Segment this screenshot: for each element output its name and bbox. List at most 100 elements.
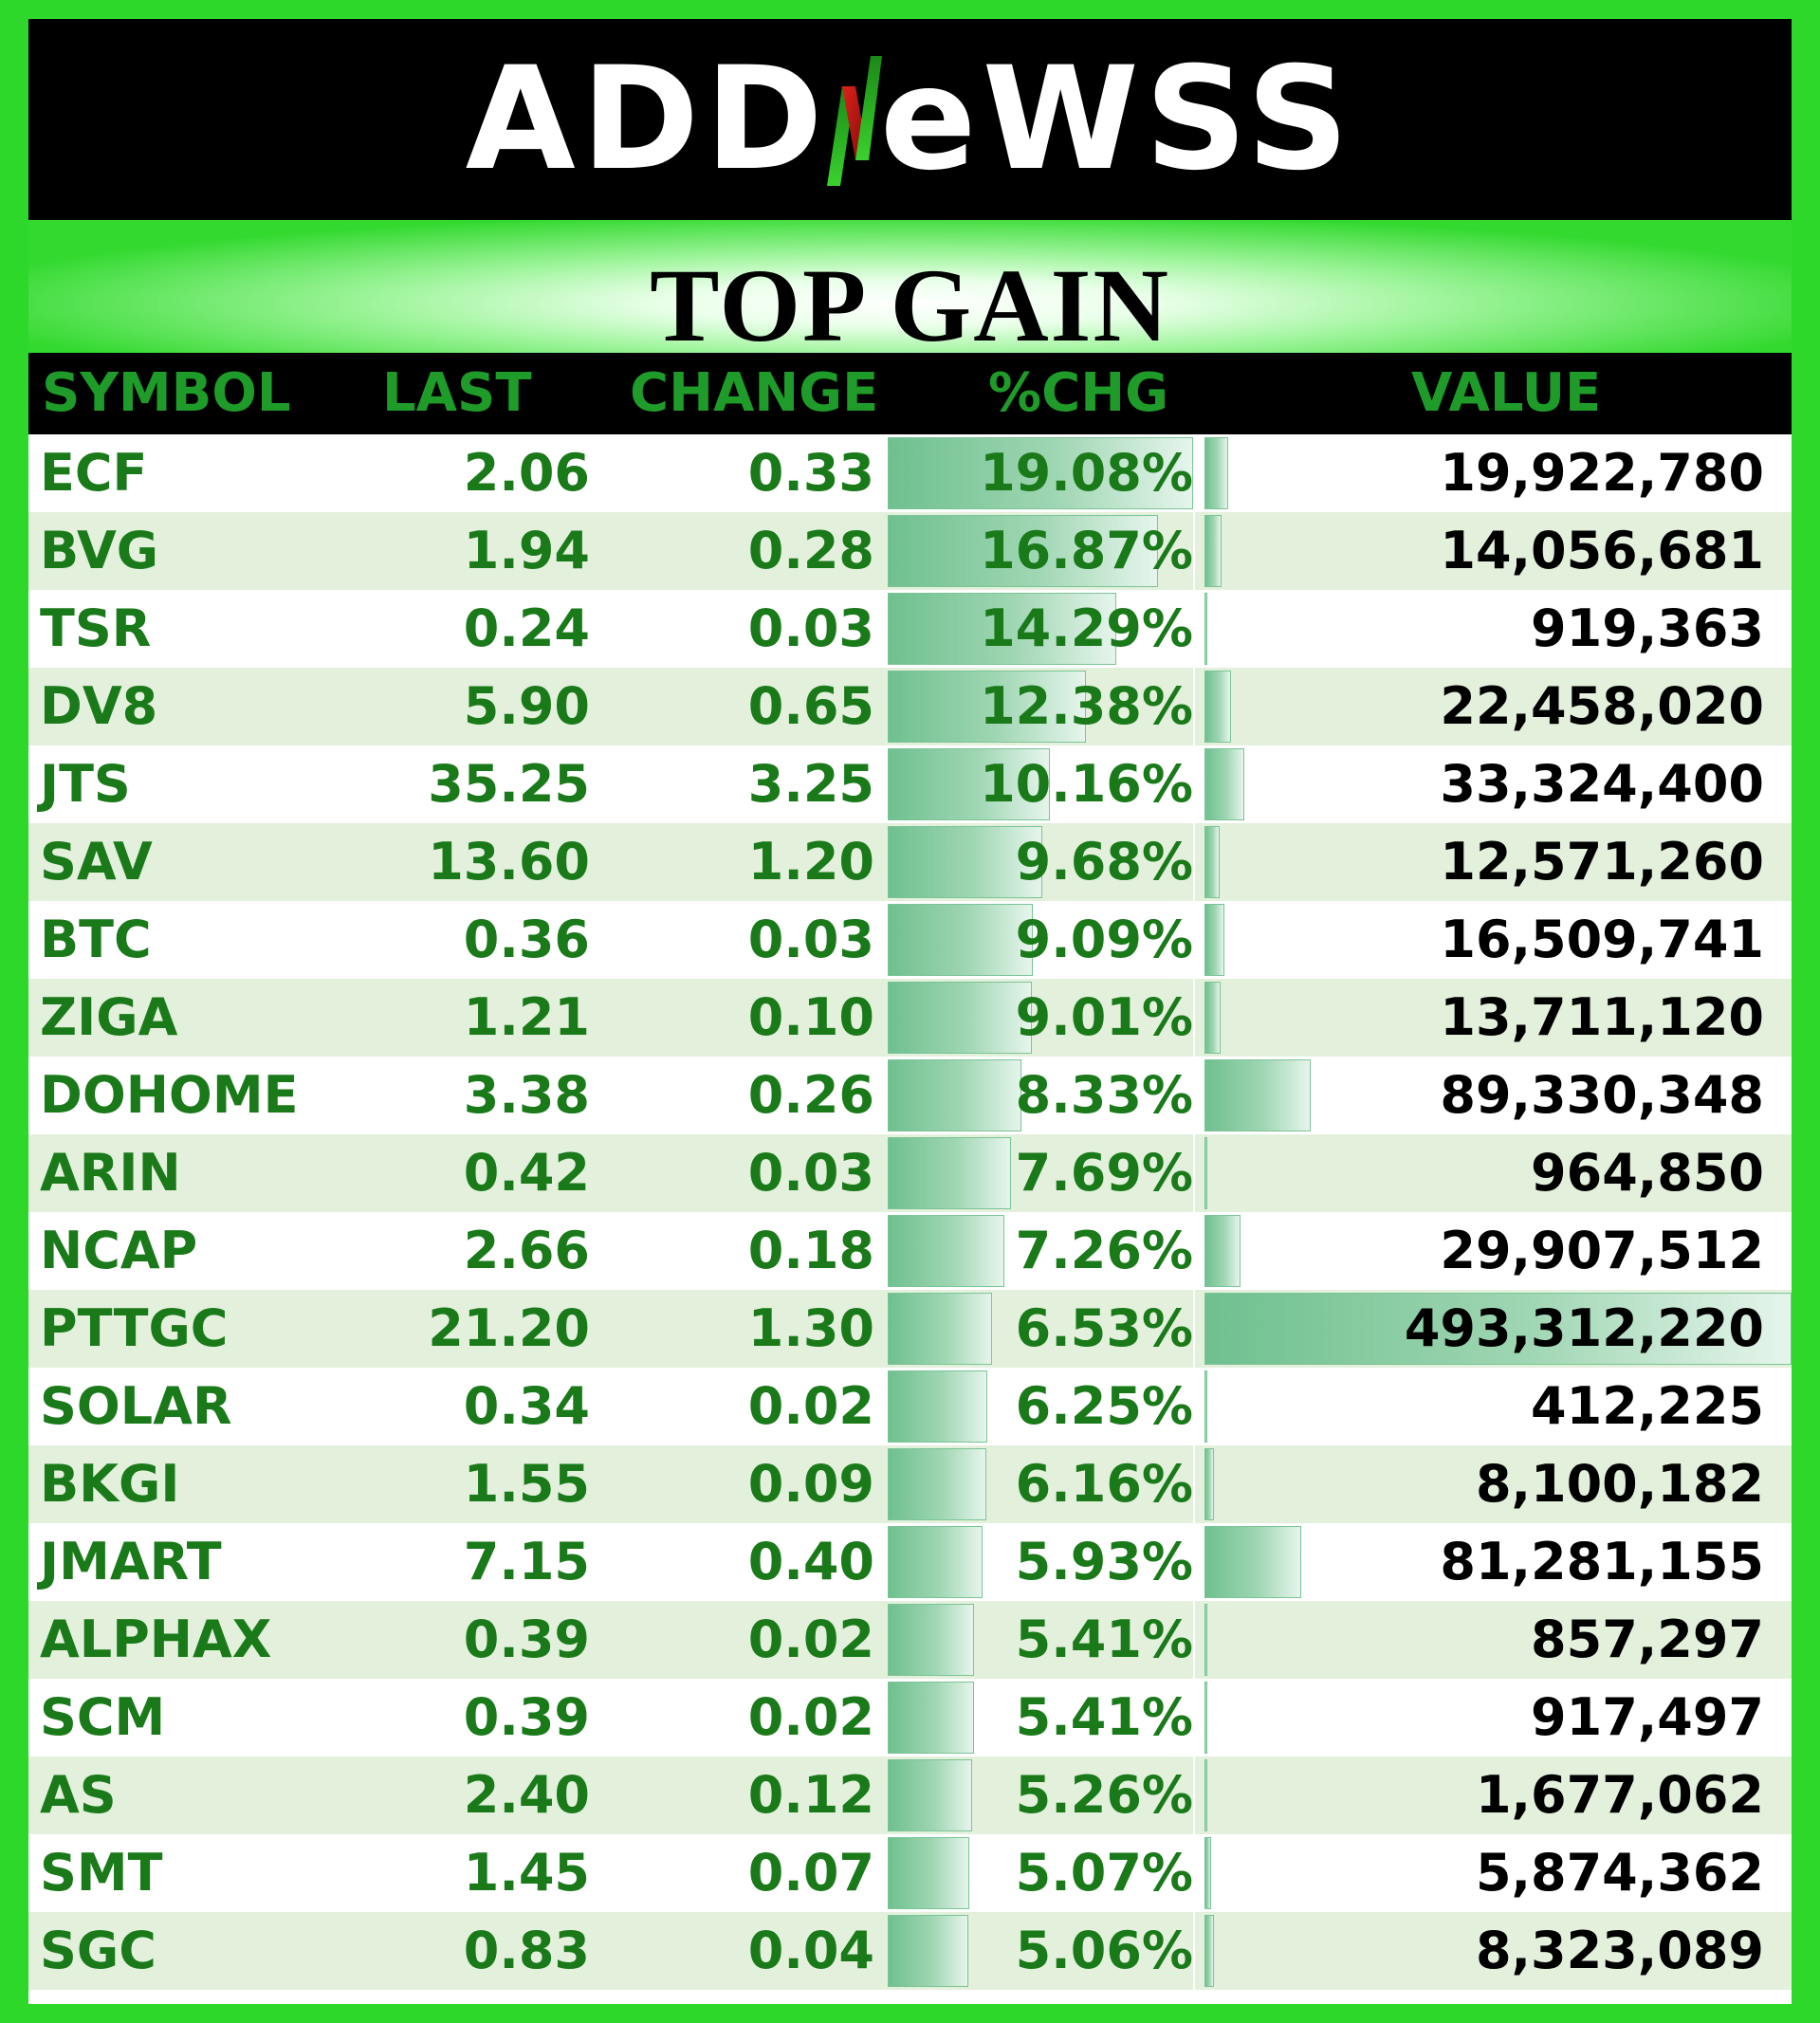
table-row: SAV 13.60 1.20 9.68% 12,571,260 <box>28 823 1792 901</box>
value-data-bar <box>1204 1293 1792 1365</box>
row-change: 0.09 <box>747 1454 874 1514</box>
row-value: 22,458,020 <box>1440 676 1764 736</box>
row-last: 0.39 <box>463 1687 590 1747</box>
row-value: 16,509,741 <box>1440 910 1764 969</box>
pct-data-bar <box>888 904 1033 976</box>
column-divider <box>1193 1290 1195 1368</box>
row-symbol: DV8 <box>40 676 158 736</box>
table-row: DOHOME 3.38 0.26 8.33% 89,330,348 <box>28 1057 1792 1134</box>
row-change: 0.40 <box>747 1532 874 1591</box>
row-pct-change: 19.08% <box>980 443 1193 503</box>
row-symbol: PTTGC <box>40 1298 229 1358</box>
row-last: 2.66 <box>463 1221 590 1280</box>
row-change: 0.10 <box>747 987 874 1047</box>
row-last: 35.25 <box>428 754 590 814</box>
row-change: 0.02 <box>747 1376 874 1436</box>
row-pct-change: 9.68% <box>1015 832 1193 892</box>
table-row: TSR 0.24 0.03 14.29% 919,363 <box>28 590 1792 668</box>
row-pct-change: 5.41% <box>1015 1687 1193 1747</box>
row-value: 919,363 <box>1531 598 1764 658</box>
table-row: SOLAR 0.34 0.02 6.25% 412,225 <box>28 1368 1792 1445</box>
page-title: TOP GAIN <box>650 247 1170 363</box>
row-change: 0.26 <box>747 1065 874 1125</box>
table-row: ZIGA 1.21 0.10 9.01% 13,711,120 <box>28 979 1792 1057</box>
row-symbol: JTS <box>40 754 131 814</box>
column-divider <box>1193 1057 1195 1134</box>
row-last: 0.34 <box>463 1376 590 1436</box>
row-pct-change: 9.01% <box>1015 987 1193 1047</box>
table-row: BVG 1.94 0.28 16.87% 14,056,681 <box>28 512 1792 590</box>
row-last: 0.83 <box>463 1921 590 1980</box>
value-data-bar <box>1204 1759 1207 1831</box>
column-divider <box>1193 1601 1195 1679</box>
row-pct-change: 5.07% <box>1015 1843 1193 1903</box>
pct-data-bar <box>888 982 1032 1054</box>
row-change: 0.65 <box>747 676 874 736</box>
row-value: 19,922,780 <box>1440 443 1764 503</box>
row-value: 412,225 <box>1531 1376 1764 1436</box>
row-change: 1.20 <box>747 832 874 892</box>
column-divider <box>1193 590 1195 668</box>
row-value: 33,324,400 <box>1440 754 1764 814</box>
table-row: NCAP 2.66 0.18 7.26% 29,907,512 <box>28 1212 1792 1290</box>
row-value: 81,281,155 <box>1440 1532 1764 1591</box>
row-pct-change: 5.93% <box>1015 1532 1193 1591</box>
column-header-symbol: SYMBOL <box>42 362 291 424</box>
row-last: 21.20 <box>428 1298 590 1358</box>
row-value: 964,850 <box>1531 1143 1764 1203</box>
table-row: ALPHAX 0.39 0.02 5.41% 857,297 <box>28 1601 1792 1679</box>
row-symbol: TSR <box>40 598 152 658</box>
row-last: 1.45 <box>463 1843 590 1903</box>
row-last: 0.36 <box>463 910 590 969</box>
row-change: 0.33 <box>747 443 874 503</box>
table-row: BKGI 1.55 0.09 6.16% 8,100,182 <box>28 1445 1792 1523</box>
column-divider <box>1193 1134 1195 1212</box>
row-value: 1,677,062 <box>1475 1765 1764 1825</box>
row-last: 1.55 <box>463 1454 590 1514</box>
pct-data-bar <box>888 1682 974 1754</box>
row-symbol: BTC <box>40 910 152 969</box>
value-data-bar <box>1204 1137 1207 1209</box>
row-pct-change: 5.06% <box>1015 1921 1193 1980</box>
row-value: 14,056,681 <box>1440 521 1764 580</box>
row-pct-change: 7.69% <box>1015 1143 1193 1203</box>
pct-data-bar <box>888 1526 983 1598</box>
row-pct-change: 5.26% <box>1015 1765 1193 1825</box>
row-change: 1.30 <box>747 1298 874 1358</box>
column-divider <box>1193 512 1195 590</box>
row-symbol: SAV <box>40 832 153 892</box>
row-value: 857,297 <box>1531 1609 1764 1669</box>
row-change: 0.28 <box>747 521 874 580</box>
row-change: 0.04 <box>747 1921 874 1980</box>
row-last: 0.42 <box>463 1143 590 1203</box>
row-value: 5,874,362 <box>1475 1843 1764 1903</box>
pct-data-bar <box>888 671 1086 743</box>
row-symbol: BVG <box>40 521 159 580</box>
value-data-bar <box>1204 437 1228 509</box>
row-change: 3.25 <box>747 754 874 814</box>
value-data-bar <box>1204 1526 1301 1598</box>
row-symbol: AS <box>40 1765 117 1825</box>
value-data-bar <box>1204 1448 1214 1520</box>
pct-data-bar <box>888 1759 972 1831</box>
row-pct-change: 10.16% <box>980 754 1193 814</box>
brand-header: ADD <box>28 19 1792 220</box>
row-pct-change: 5.41% <box>1015 1609 1193 1669</box>
column-header-value: VALUE <box>1411 362 1602 424</box>
row-last: 13.60 <box>428 832 590 892</box>
pct-data-bar <box>888 1370 987 1443</box>
row-value: 8,323,089 <box>1475 1921 1764 1980</box>
row-last: 3.38 <box>463 1065 590 1125</box>
row-pct-change: 6.53% <box>1015 1298 1193 1358</box>
table-row: ECF 2.06 0.33 19.08% 19,922,780 <box>28 434 1792 512</box>
table-row: DV8 5.90 0.65 12.38% 22,458,020 <box>28 668 1792 745</box>
logo-text-left: ADD <box>465 37 829 202</box>
column-divider <box>1193 1756 1195 1834</box>
pct-data-bar <box>888 593 1116 665</box>
row-pct-change: 8.33% <box>1015 1065 1193 1125</box>
column-divider <box>1193 1912 1195 1990</box>
row-pct-change: 7.26% <box>1015 1221 1193 1280</box>
row-last: 5.90 <box>463 676 590 736</box>
pct-data-bar <box>888 748 1050 820</box>
column-divider <box>1193 1679 1195 1756</box>
